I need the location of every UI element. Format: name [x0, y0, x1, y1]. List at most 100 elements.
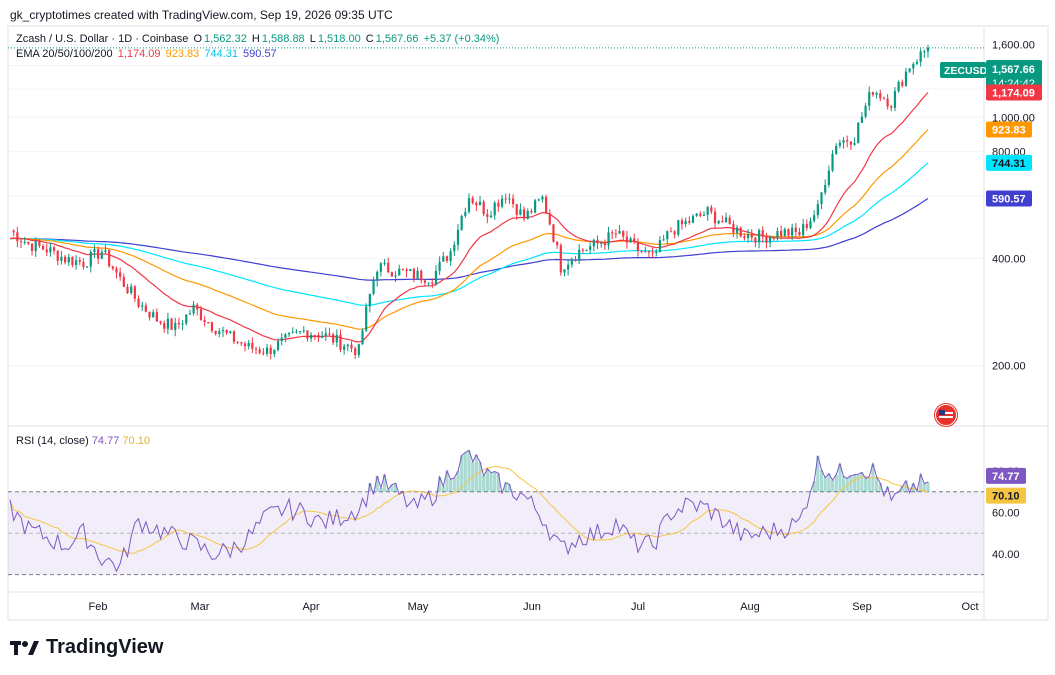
candle: [398, 264, 401, 276]
ema20-value: 1,174.09: [117, 48, 161, 60]
rsi-lines: [9, 449, 930, 573]
candle: [354, 346, 357, 359]
candle: [60, 250, 63, 265]
rsi-ma-tag: 70.10: [986, 487, 1026, 504]
candle: [188, 309, 192, 315]
candle: [897, 80, 900, 93]
candle: [809, 217, 812, 230]
low-value: 1,518.00: [317, 33, 361, 45]
candle: [658, 236, 662, 253]
candle: [640, 250, 643, 254]
candle: [831, 150, 834, 173]
candle: [728, 214, 731, 225]
candle: [269, 344, 272, 360]
us-flag-icon[interactable]: [935, 404, 957, 426]
candle: [302, 326, 305, 334]
candle: [622, 230, 625, 241]
close-value: 1,567.66: [375, 33, 419, 45]
candle: [361, 328, 364, 345]
candle: [52, 245, 56, 255]
low-label: L: [309, 33, 316, 45]
candle: [776, 227, 779, 241]
rsi-label[interactable]: RSI (14, close): [16, 435, 89, 447]
price-tick-label: 200.00: [992, 361, 1026, 373]
ema-label[interactable]: EMA 20/50/100/200: [16, 48, 113, 60]
candle: [130, 283, 133, 295]
candle: [225, 329, 228, 336]
candle: [919, 48, 922, 67]
svg-text:70.10: 70.10: [992, 491, 1020, 503]
ema100-tag: 744.31: [986, 154, 1032, 171]
svg-text:590.57: 590.57: [992, 194, 1026, 206]
rsi-ma-line: [9, 465, 929, 554]
ema20-line: [9, 92, 929, 343]
candle: [666, 230, 669, 245]
candle: [119, 267, 122, 281]
candle: [280, 333, 283, 346]
candle: [824, 179, 827, 196]
candle: [846, 135, 849, 148]
tradingview-logo-text: TradingView: [46, 636, 164, 658]
candle: [321, 331, 324, 339]
time-tick-label: Jun: [523, 601, 541, 613]
candle: [181, 320, 184, 331]
candle: [780, 225, 783, 240]
candle: [126, 283, 129, 294]
candle: [739, 226, 742, 238]
candle: [82, 258, 85, 270]
candle: [871, 91, 875, 97]
candle: [915, 59, 919, 65]
candle: [820, 191, 823, 210]
candle: [589, 242, 592, 255]
candle: [669, 227, 673, 233]
candle: [497, 199, 500, 212]
candle: [578, 244, 581, 265]
candle: [368, 293, 371, 313]
candle: [611, 229, 614, 240]
candle: [232, 330, 236, 344]
candle: [592, 238, 595, 252]
candle: [423, 279, 427, 286]
candle: [30, 243, 34, 256]
candle: [717, 219, 720, 225]
time-tick-label: Mar: [191, 601, 210, 613]
candle: [478, 195, 482, 206]
svg-text:1,174.09: 1,174.09: [992, 88, 1035, 100]
open-label: O: [193, 33, 203, 45]
time-axis: Feb Mar Apr May Jun Jul Aug Sep Oct: [89, 601, 979, 613]
candle: [530, 208, 533, 214]
candle: [691, 214, 695, 224]
candle: [746, 229, 750, 243]
candle: [794, 222, 797, 237]
candle: [471, 195, 474, 205]
candle: [842, 137, 845, 149]
candle: [710, 204, 713, 215]
candle: [926, 44, 930, 58]
candle: [585, 249, 588, 252]
candle: [19, 238, 23, 248]
time-tick-label: May: [408, 601, 429, 613]
candle: [743, 233, 746, 241]
candle: [38, 239, 41, 249]
candle: [732, 220, 735, 237]
chart-frame: [7, 25, 1049, 621]
candle: [699, 211, 702, 218]
rsi-tick-label: 40.00: [992, 549, 1020, 561]
candle: [724, 212, 728, 223]
symbol-title[interactable]: Zcash / U.S. Dollar · 1D · Coinbase: [16, 33, 189, 45]
candle: [203, 315, 206, 327]
candle: [97, 246, 100, 265]
candle: [453, 241, 456, 257]
candle: [574, 256, 577, 262]
candle: [864, 102, 867, 119]
price-legend: Zcash / U.S. Dollar · 1D · Coinbase O 1,5…: [16, 33, 501, 45]
rsi-tick-label: 60.00: [992, 508, 1020, 520]
last-price-symbol: ZECUSD: [944, 65, 988, 77]
ema50-tag: 923.83: [986, 121, 1032, 138]
candle: [67, 253, 70, 266]
tradingview-logo[interactable]: TradingView: [10, 636, 163, 659]
price-tick-label: 1,000.00: [992, 112, 1035, 124]
candle: [357, 343, 360, 358]
candle: [427, 282, 430, 287]
